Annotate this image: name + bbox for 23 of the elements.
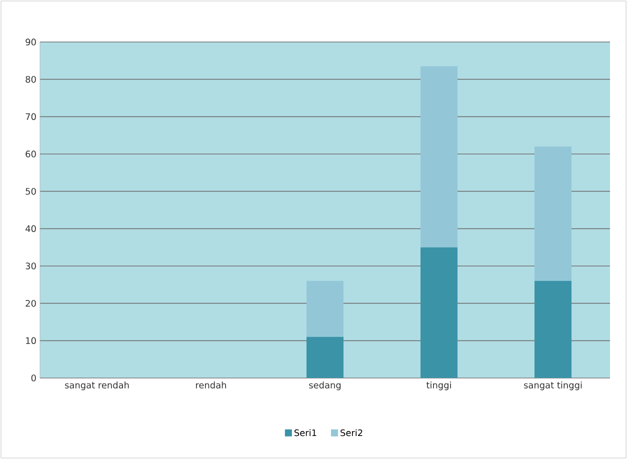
bar <box>306 280 344 337</box>
bar <box>420 247 458 378</box>
y-tick-label: 10 <box>26 337 36 344</box>
y-tick-label: 90 <box>26 38 36 46</box>
y-tick-label: 30 <box>26 262 36 270</box>
x-tick-label: sedang <box>309 382 341 390</box>
y-tick-label: 80 <box>26 76 36 83</box>
bar <box>534 280 572 378</box>
x-tick-label: tinggi <box>426 382 451 390</box>
y-tick-label: 50 <box>26 188 36 195</box>
y-tick-label: 70 <box>26 113 36 120</box>
y-tick-label: 60 <box>26 150 36 158</box>
x-tick-label: rendah <box>196 382 226 388</box>
y-tick-label: 20 <box>26 300 36 307</box>
bar <box>306 336 344 378</box>
bar <box>534 146 572 281</box>
bar <box>420 66 458 248</box>
x-tick-label: sangat tinggi <box>524 382 582 390</box>
legend-label: Seri1 <box>294 429 316 436</box>
x-tick-label: sangat rendah <box>65 382 129 390</box>
y-tick-label: 0 <box>31 374 36 382</box>
y-tick-label: 40 <box>26 225 36 232</box>
legend-label: Seri2 <box>340 429 362 436</box>
